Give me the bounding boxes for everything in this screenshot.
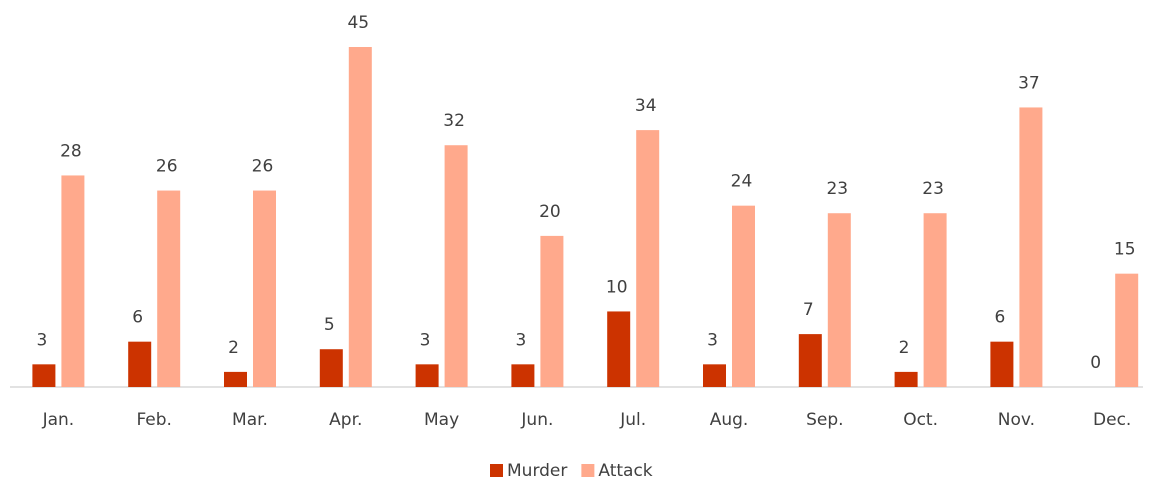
x-tick-label: Mar.: [232, 410, 268, 430]
bar: [540, 235, 564, 387]
data-label: 32: [443, 111, 465, 131]
bar: [224, 371, 247, 387]
data-label: 34: [635, 96, 657, 116]
data-label: 2: [899, 338, 910, 358]
data-label: 6: [132, 308, 143, 328]
data-label: 26: [252, 157, 274, 177]
x-tick-label: Sep.: [806, 410, 843, 430]
data-label: 3: [707, 330, 718, 350]
data-label: 45: [347, 13, 369, 33]
x-tick-label: Aug.: [710, 410, 749, 430]
x-tick-label: Nov.: [998, 410, 1035, 430]
bar: [607, 311, 631, 387]
data-label: 5: [324, 315, 335, 335]
bar: [894, 371, 918, 387]
bar: [703, 364, 726, 387]
bar: [1115, 273, 1139, 387]
bar: [253, 190, 276, 387]
data-label: 3: [420, 330, 431, 350]
bar: [319, 349, 343, 387]
data-label: 6: [994, 308, 1005, 328]
data-label: 15: [1114, 240, 1136, 260]
bar: [827, 213, 851, 387]
bar: [511, 364, 535, 387]
bar: [348, 47, 372, 387]
bar: [128, 341, 152, 387]
legend-swatch: [490, 464, 503, 477]
data-label: 10: [606, 277, 628, 297]
x-tick-label: Jul.: [619, 410, 646, 430]
data-label: 3: [515, 330, 526, 350]
x-tick-label: May: [424, 410, 459, 430]
x-tick-label: Feb.: [136, 410, 172, 430]
x-tick-label: Jan.: [42, 410, 75, 430]
x-tick-label: Jun.: [520, 410, 553, 430]
bar: [636, 130, 660, 387]
legend-label: Attack: [598, 461, 652, 480]
legend-label: Murder: [507, 461, 567, 480]
data-label: 28: [60, 141, 82, 161]
x-tick-label: Apr.: [329, 410, 362, 430]
x-tick-label: Dec.: [1093, 410, 1131, 430]
bar: [732, 205, 755, 387]
data-label: 37: [1018, 73, 1040, 93]
bar: [1019, 107, 1043, 387]
bar: [444, 145, 468, 387]
data-label: 23: [826, 179, 848, 199]
bar: [32, 364, 56, 387]
data-label: 26: [156, 157, 178, 177]
bar: [415, 364, 439, 387]
bar: [990, 341, 1014, 387]
data-label: 3: [36, 330, 47, 350]
bar: [157, 190, 181, 387]
data-label: 24: [731, 172, 753, 192]
x-tick-label: Oct.: [903, 410, 938, 430]
bar: [923, 213, 947, 387]
data-label: 2: [228, 338, 239, 358]
bar: [798, 334, 822, 387]
data-label: 20: [539, 202, 561, 222]
data-label: 7: [803, 300, 814, 320]
legend-swatch: [581, 464, 595, 477]
data-label: 23: [922, 179, 944, 199]
bar: [61, 175, 85, 387]
data-label: 0: [1090, 353, 1101, 373]
